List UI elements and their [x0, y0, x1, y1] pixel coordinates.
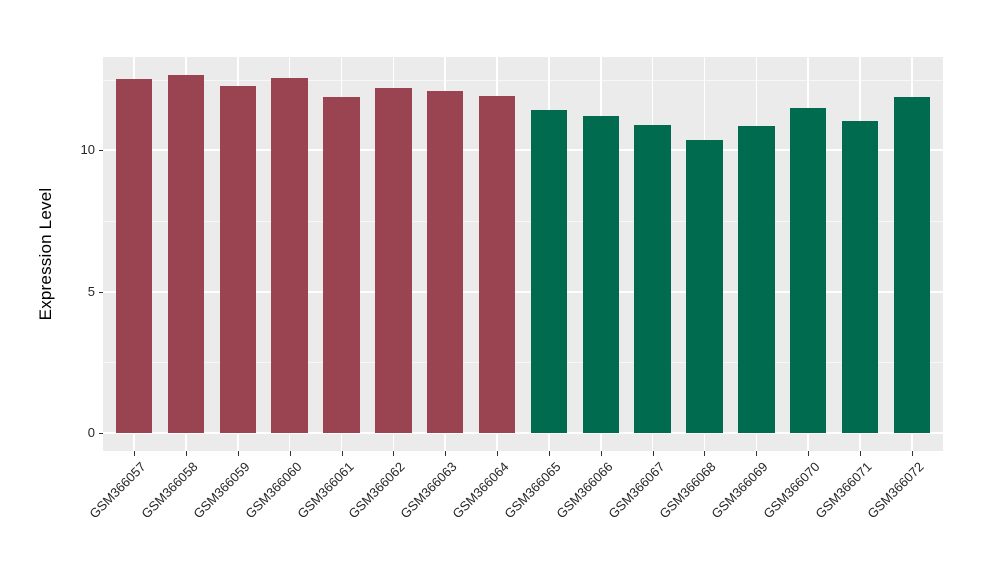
gridline-minor-horizontal: [103, 362, 943, 364]
bar-GSM366063: [426, 91, 464, 434]
y-axis-tick: [99, 150, 103, 152]
bar-GSM366068: [686, 139, 723, 434]
x-axis-tick: [237, 451, 239, 456]
gridline-major-horizontal: [103, 290, 943, 293]
y-axis-tick-label: 5: [87, 283, 95, 299]
bar-GSM366062: [375, 88, 412, 434]
x-axis-tick: [393, 451, 395, 456]
bar-GSM366067: [634, 124, 671, 434]
bar-GSM366059: [219, 85, 257, 434]
plot-panel: [103, 57, 943, 451]
bar-GSM366057: [115, 78, 153, 434]
x-axis-tick: [704, 451, 706, 456]
y-axis-tick: [99, 291, 103, 293]
gridline-major-horizontal: [103, 149, 943, 152]
x-axis-tick: [860, 451, 862, 456]
x-axis-tick: [600, 451, 602, 456]
x-axis-tick: [185, 451, 187, 456]
gridline-major-horizontal: [103, 432, 943, 435]
x-axis-tick: [289, 451, 291, 456]
y-axis-tick-label: 0: [87, 425, 95, 441]
bar-GSM366071: [841, 120, 879, 434]
bar-GSM366061: [323, 96, 360, 434]
y-axis-tick: [99, 433, 103, 435]
y-axis-tick-label: 10: [80, 142, 95, 158]
x-axis-tick: [548, 451, 550, 456]
x-axis-tick: [445, 451, 447, 456]
x-axis-tick: [341, 451, 343, 456]
x-axis-tick: [756, 451, 758, 456]
x-axis-tick: [911, 451, 913, 456]
x-axis-tick: [652, 451, 654, 456]
bar-GSM366058: [167, 74, 205, 434]
bar-GSM366069: [738, 125, 775, 434]
x-axis-tick: [134, 451, 136, 456]
gridline-minor-horizontal: [103, 79, 943, 81]
bar-GSM366070: [789, 107, 827, 434]
y-axis-title: Expression Level: [36, 187, 55, 321]
bar-GSM366065: [530, 110, 568, 434]
bar-GSM366072: [893, 97, 931, 434]
gridline-minor-horizontal: [103, 221, 943, 223]
x-axis-tick: [497, 451, 499, 456]
bar-GSM366066: [582, 116, 620, 434]
bar-GSM366064: [478, 95, 516, 434]
bar-GSM366060: [271, 78, 308, 434]
x-axis-tick: [808, 451, 810, 456]
